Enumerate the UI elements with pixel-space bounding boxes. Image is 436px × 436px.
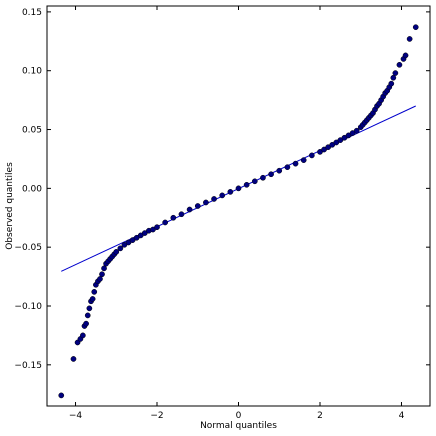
- x-tick-label: 2: [317, 411, 323, 421]
- x-tick-label: 4: [399, 411, 405, 421]
- data-point: [86, 305, 93, 312]
- data-point: [390, 74, 397, 81]
- data-point: [84, 312, 91, 319]
- x-tick-label: −2: [150, 411, 163, 421]
- x-axis-label: Normal quantiles: [200, 421, 277, 431]
- data-point: [243, 181, 250, 188]
- data-point: [117, 245, 124, 252]
- plot-frame: [46, 5, 431, 407]
- data-point: [353, 127, 360, 134]
- data-point: [203, 199, 209, 206]
- data-point: [227, 189, 234, 195]
- data-point: [178, 211, 185, 218]
- data-point: [308, 152, 315, 159]
- data-point: [186, 206, 193, 213]
- data-point: [292, 160, 299, 167]
- data-point: [170, 214, 177, 221]
- data-point: [412, 24, 419, 31]
- data-point: [70, 356, 77, 362]
- data-point: [388, 80, 395, 87]
- data-point: [83, 320, 89, 327]
- data-point: [392, 70, 399, 76]
- y-axis-label: Observed quantiles: [5, 162, 15, 250]
- data-point: [154, 224, 160, 231]
- data-point: [396, 61, 403, 68]
- y-tick-label: −0.05: [14, 243, 42, 253]
- data-point: [268, 171, 274, 178]
- data-point: [194, 203, 201, 209]
- data-point: [300, 157, 307, 163]
- y-tick-label: 0.10: [22, 67, 42, 77]
- data-point: [251, 178, 258, 185]
- x-tick-label: −4: [69, 411, 83, 421]
- y-tick-label: −0.15: [14, 361, 42, 371]
- data-point: [97, 276, 103, 282]
- y-tick-label: 0.00: [22, 184, 42, 194]
- data-point: [113, 249, 120, 255]
- data-point: [99, 271, 105, 278]
- data-point: [406, 36, 413, 42]
- data-point: [284, 164, 291, 171]
- y-tick-label: 0.15: [22, 8, 42, 18]
- y-tick-label: −0.10: [14, 302, 42, 312]
- data-point: [402, 52, 409, 59]
- y-tick-label: 0.05: [22, 126, 42, 136]
- data-point: [219, 192, 226, 199]
- data-point: [89, 296, 96, 302]
- data-point: [162, 219, 169, 226]
- data-point: [235, 185, 242, 192]
- x-tick-label: 0: [236, 411, 242, 421]
- ticks-layer: −4 −2 0 2 4 −0.15 −0.10 −0.05 0.00 0.05 0.10 0.15: [14, 6, 430, 421]
- data-point: [260, 174, 266, 181]
- data-point: [211, 196, 217, 202]
- data-point: [80, 332, 86, 339]
- data-point: [101, 265, 107, 272]
- data-point: [91, 289, 98, 295]
- data-points-layer: [58, 24, 419, 399]
- data-point: [58, 392, 65, 399]
- data-point: [276, 167, 283, 174]
